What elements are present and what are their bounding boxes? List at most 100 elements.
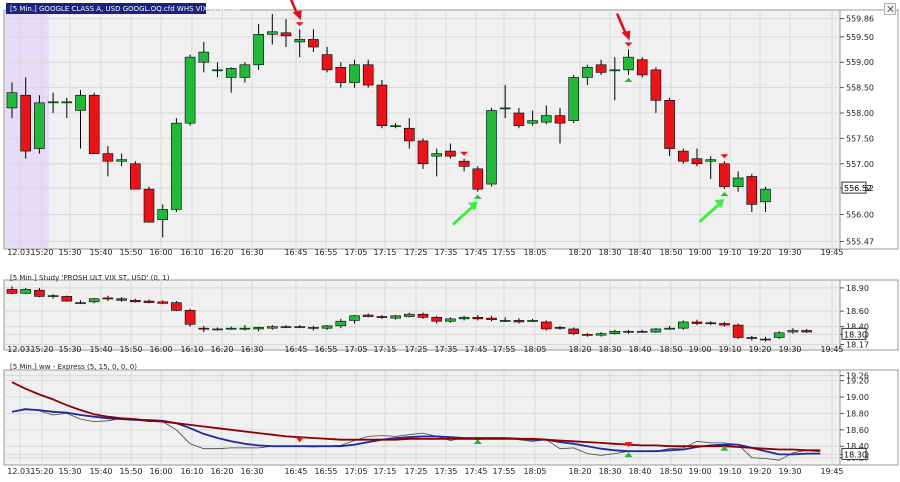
x-tick-label: 17:25 — [404, 248, 427, 257]
candle-body — [390, 125, 401, 127]
candle-body — [198, 327, 210, 330]
candle-body — [677, 321, 689, 329]
candle-body — [349, 64, 360, 83]
green-arrow-head — [714, 199, 725, 209]
candle-body — [102, 153, 114, 162]
candle-body — [239, 327, 251, 330]
x-tick-label: 17:15 — [373, 248, 396, 257]
x-tick-label: 17:25 — [404, 467, 427, 476]
x-tick-label: 19:30 — [778, 467, 801, 476]
y-tick-label: 559.00 — [846, 58, 874, 67]
candle-body — [34, 289, 45, 297]
y-tick-label: 557.50 — [846, 134, 874, 143]
candle-body — [225, 68, 237, 78]
x-tick-label: 16:00 — [149, 345, 172, 354]
candle-body — [732, 324, 744, 338]
green-arrow-icon — [698, 201, 722, 223]
red-arrow-head — [292, 10, 302, 21]
candle-body — [61, 296, 73, 302]
candle-body — [184, 56, 196, 124]
candle-body — [582, 67, 593, 78]
candle-body — [609, 69, 621, 72]
candle-body — [130, 163, 141, 190]
x-tick-label: 15:20 — [30, 345, 53, 354]
x-tick-label: 19:45 — [820, 467, 843, 476]
x-tick-label: 16:10 — [180, 345, 203, 354]
last-value-box — [841, 447, 867, 460]
candle-body — [116, 159, 127, 162]
close-icon[interactable] — [884, 3, 896, 15]
candle-body — [335, 320, 347, 327]
candle-body — [308, 327, 319, 329]
y-tick-label: 19.26 — [846, 372, 869, 381]
y-tick-label: 558.00 — [846, 109, 874, 118]
candle-body — [691, 321, 703, 324]
last-value-label: 18.30 — [844, 450, 867, 459]
x-tick-label: 19:00 — [688, 248, 711, 257]
candle-body — [431, 317, 443, 322]
candle-body — [376, 84, 388, 126]
signal-marker-bottom — [624, 452, 633, 458]
candle-body — [760, 188, 771, 203]
candle-body — [513, 112, 525, 126]
candle-body — [760, 338, 771, 341]
candle-body — [582, 334, 593, 336]
signal-marker-bottom — [720, 192, 729, 197]
candle-body — [732, 177, 744, 187]
x-tick-label: 17:15 — [373, 467, 396, 476]
candle-body — [362, 314, 374, 317]
candle-body — [335, 67, 347, 83]
x-tick-label: 16:00 — [149, 467, 172, 476]
candle-body — [349, 315, 360, 321]
candle-body — [677, 150, 689, 162]
x-tick-label: 16:30 — [240, 467, 263, 476]
candle-body — [540, 115, 552, 123]
x-tick-label: 17:55 — [492, 248, 515, 257]
candle-body — [513, 320, 525, 323]
x-tick-label: 16:45 — [284, 248, 307, 257]
candle-body — [376, 316, 388, 318]
candle-body — [773, 332, 785, 338]
candle-body — [650, 328, 662, 333]
x-tick-label: 19:10 — [718, 345, 741, 354]
pane-title-bar — [6, 3, 206, 14]
candle-body — [102, 297, 114, 300]
x-tick-label: 19:00 — [688, 467, 711, 476]
x-tick-label: 16:10 — [180, 467, 203, 476]
candle-body — [417, 140, 429, 165]
x-tick-label: 19:45 — [820, 248, 843, 257]
x-tick-label: 19:10 — [718, 248, 741, 257]
candle-body — [61, 101, 73, 104]
x-tick-label: 19:20 — [748, 345, 771, 354]
candle-body — [431, 153, 443, 157]
candle-body — [417, 313, 429, 318]
candle-body — [280, 32, 292, 37]
candle-body — [6, 289, 18, 294]
signal-marker-top — [720, 154, 729, 159]
x-tick-label: 18:40 — [628, 467, 651, 476]
candle-body — [623, 56, 634, 71]
candle-body — [554, 327, 566, 329]
candle-body — [650, 69, 662, 101]
candle-body — [787, 330, 799, 333]
candle-body — [212, 69, 223, 72]
candle-body — [445, 318, 456, 322]
signal-marker-top — [624, 442, 633, 448]
red-arrow-head — [621, 30, 631, 41]
candle-body — [499, 107, 511, 110]
candle-body — [294, 326, 306, 328]
x-tick-label: 17:05 — [344, 248, 367, 257]
x-tick-label: 12.03. — [7, 467, 32, 476]
x-tick-label: 18:20 — [568, 248, 591, 257]
y-tick-label: 18.40 — [846, 442, 869, 451]
x-tick-label: 15:30 — [58, 248, 81, 257]
last-price-box — [841, 181, 867, 194]
chart-pane-3: 19.2619.2019.0018.8018.6018.4018.3018.26… — [3, 369, 899, 476]
candle-body — [143, 188, 155, 223]
candle-body — [664, 100, 675, 149]
candle-body — [527, 320, 538, 322]
candle-body — [253, 34, 264, 66]
candle-body — [403, 127, 415, 142]
x-tick-label: 17:35 — [434, 467, 457, 476]
